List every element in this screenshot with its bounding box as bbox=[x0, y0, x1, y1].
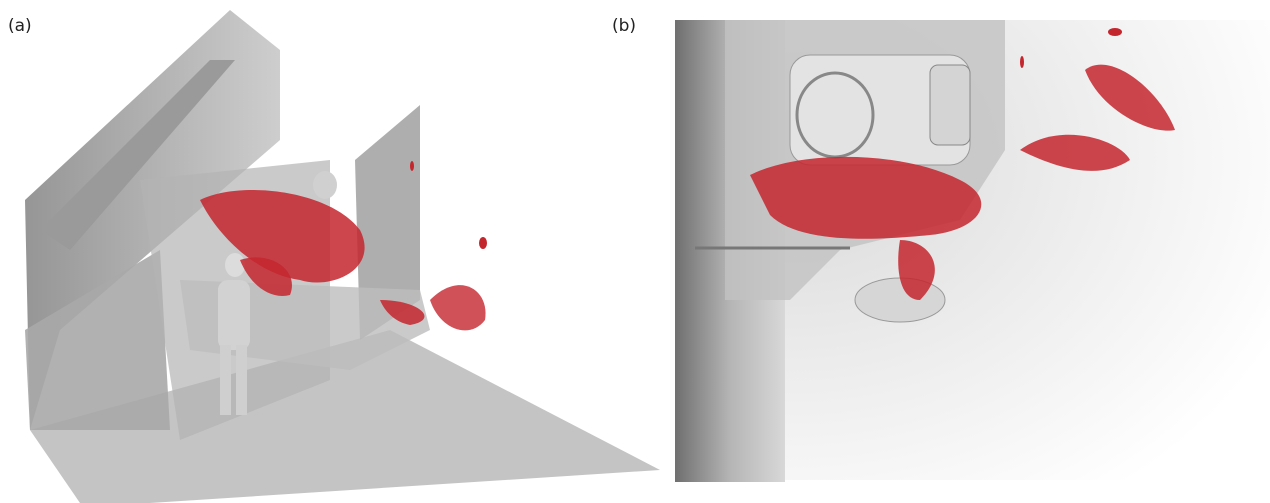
figure: (a) (b) bbox=[0, 0, 1270, 503]
panel-a-render bbox=[25, 10, 660, 503]
panel-label: (a) bbox=[8, 16, 32, 36]
panel-label: (b) bbox=[612, 16, 636, 36]
panel-b-render bbox=[675, 20, 1270, 482]
renders bbox=[0, 0, 1270, 503]
